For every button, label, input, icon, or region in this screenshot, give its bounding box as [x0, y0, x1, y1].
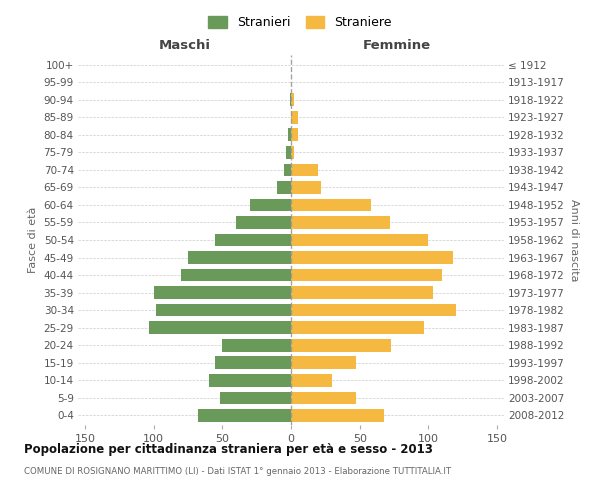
- Bar: [288, 128, 291, 141]
- Bar: [215, 356, 291, 369]
- Bar: [284, 164, 291, 176]
- Legend: Stranieri, Straniere: Stranieri, Straniere: [203, 11, 397, 34]
- Bar: [291, 392, 356, 404]
- Bar: [209, 374, 291, 386]
- Bar: [291, 356, 356, 369]
- Bar: [291, 111, 298, 124]
- Bar: [291, 181, 321, 194]
- Bar: [215, 234, 291, 246]
- Text: Popolazione per cittadinanza straniera per età e sesso - 2013: Popolazione per cittadinanza straniera p…: [24, 442, 433, 456]
- Bar: [291, 251, 453, 264]
- Bar: [291, 339, 391, 351]
- Text: Maschi: Maschi: [159, 40, 211, 52]
- Bar: [291, 94, 294, 106]
- Bar: [291, 269, 442, 281]
- Bar: [188, 251, 291, 264]
- Bar: [291, 322, 424, 334]
- Bar: [291, 234, 428, 246]
- Bar: [291, 216, 390, 229]
- Bar: [286, 146, 291, 158]
- Bar: [222, 339, 291, 351]
- Bar: [291, 164, 319, 176]
- Bar: [291, 146, 294, 158]
- Y-axis label: Anni di nascita: Anni di nascita: [569, 198, 579, 281]
- Y-axis label: Fasce di età: Fasce di età: [28, 207, 38, 273]
- Bar: [149, 322, 291, 334]
- Bar: [220, 392, 291, 404]
- Bar: [157, 304, 291, 316]
- Bar: [291, 409, 385, 422]
- Bar: [181, 269, 291, 281]
- Bar: [290, 94, 291, 106]
- Text: Femmine: Femmine: [363, 40, 431, 52]
- Bar: [291, 128, 298, 141]
- Bar: [277, 181, 291, 194]
- Bar: [291, 286, 433, 299]
- Bar: [291, 304, 456, 316]
- Bar: [291, 198, 371, 211]
- Bar: [154, 286, 291, 299]
- Bar: [197, 409, 291, 422]
- Text: COMUNE DI ROSIGNANO MARITTIMO (LI) - Dati ISTAT 1° gennaio 2013 - Elaborazione T: COMUNE DI ROSIGNANO MARITTIMO (LI) - Dat…: [24, 468, 451, 476]
- Bar: [250, 198, 291, 211]
- Bar: [291, 374, 332, 386]
- Bar: [236, 216, 291, 229]
